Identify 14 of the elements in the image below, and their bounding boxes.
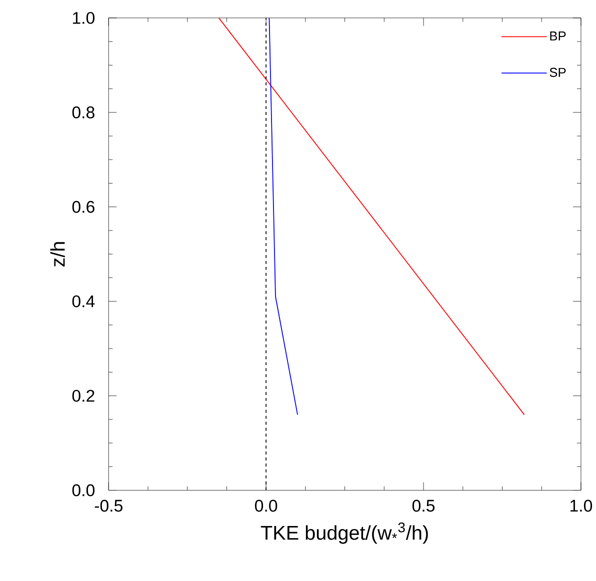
- legend-label: SP: [550, 68, 566, 77]
- y-tick-label: 0.6: [72, 200, 94, 213]
- y-tick-label: 0.8: [72, 106, 94, 118]
- x-tick-label: 1.0: [570, 500, 592, 512]
- legend-label: BP: [550, 32, 566, 40]
- y-tick-label: 0.2: [72, 390, 94, 402]
- y-tick-label: 0.4: [72, 295, 95, 308]
- x-tick-label: -0.5: [94, 500, 122, 512]
- y-tick-label: 1.0: [72, 12, 94, 24]
- y-axis-title: z/h: [50, 242, 65, 267]
- y-tick-label: 0.0: [72, 484, 94, 496]
- x-axis-title: TKE budget/(w$_{*}$$^{3}$/h): [260, 522, 428, 544]
- x-tick-label: 0.5: [412, 500, 435, 512]
- x-tick-label: 0.0: [254, 500, 278, 512]
